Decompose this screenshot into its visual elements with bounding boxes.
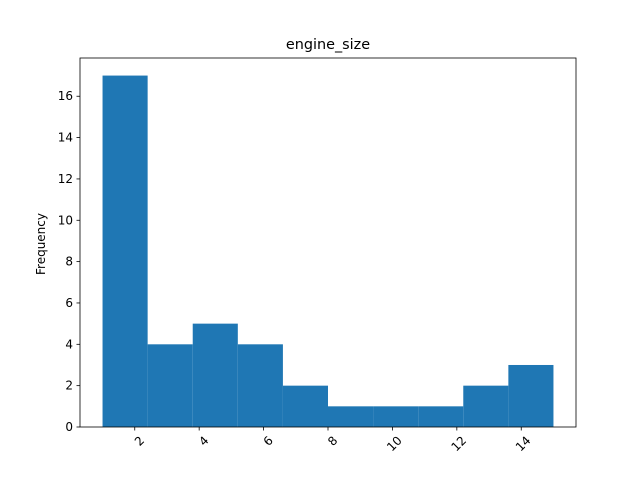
y-axis-label: Frequency: [34, 213, 48, 275]
y-axis-ticks: 0 2 4 6 8 10 12 14 16: [58, 89, 80, 434]
y-tick-label: 2: [65, 379, 73, 393]
histogram-bar: [102, 75, 148, 428]
x-tick-label: 10: [384, 433, 405, 454]
x-tick-label: 14: [513, 433, 534, 454]
y-tick-label: 8: [65, 255, 73, 269]
histogram-bar: [192, 323, 238, 427]
histogram-bar: [463, 385, 509, 427]
x-tick-label: 2: [132, 433, 147, 448]
x-tick-label: 6: [261, 433, 276, 448]
axes-frame: [79, 57, 577, 428]
bars-group: [102, 75, 554, 428]
histogram-bar: [373, 406, 419, 427]
y-tick-label: 10: [58, 213, 73, 227]
histogram-bar: [237, 344, 283, 427]
histogram-bar: [328, 406, 374, 427]
histogram-bar: [282, 385, 328, 427]
histogram-bar: [418, 406, 464, 427]
histogram-bar: [147, 344, 193, 427]
x-axis-ticks: 2 4 6 8 10 12 14: [132, 427, 534, 454]
y-tick-label: 12: [58, 172, 73, 186]
chart-title: engine_size: [286, 37, 370, 53]
x-tick-label: 12: [448, 433, 469, 454]
x-tick-label: 4: [196, 433, 211, 448]
y-tick-label: 4: [65, 337, 73, 351]
y-tick-label: 16: [58, 89, 73, 103]
y-tick-label: 14: [58, 131, 73, 145]
y-tick-label: 0: [65, 420, 73, 434]
x-tick-label: 8: [325, 433, 340, 448]
y-tick-label: 6: [65, 296, 73, 310]
histogram-bar: [508, 364, 554, 427]
